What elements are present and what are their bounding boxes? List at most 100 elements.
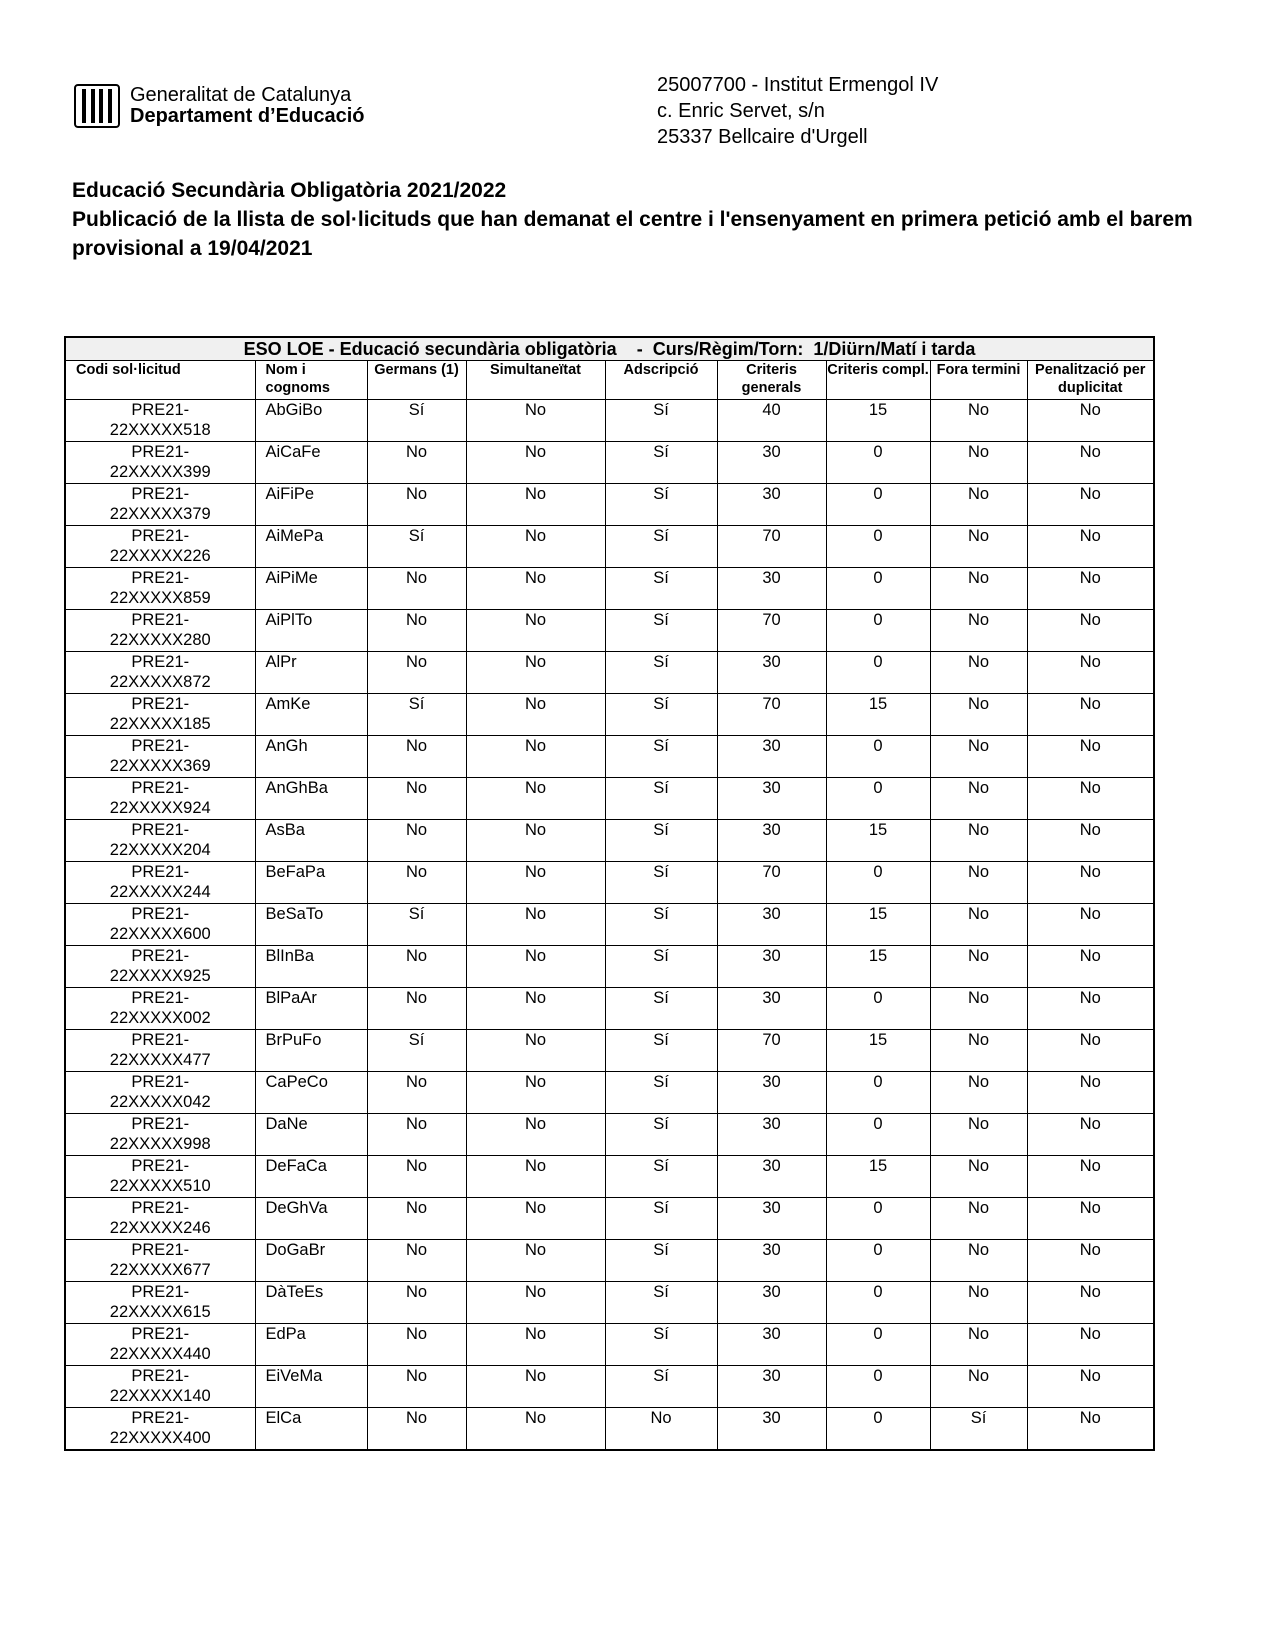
cell-nom: AbGiBo	[254, 399, 368, 442]
table-row: PRE21- 22XXXXX518 AbGiBo Sí No Sí 40 15 No No	[64, 399, 1155, 442]
cell-nom: BrPuFo	[254, 1029, 368, 1072]
cell-codi: PRE21- 22XXXXX518	[64, 399, 256, 442]
cell-criteris-compl: 0	[825, 441, 931, 484]
cell-criteris-generals: 30	[716, 1239, 827, 1282]
cell-criteris-compl: 15	[825, 399, 931, 442]
cell-fora-termini: No	[929, 1197, 1028, 1240]
cell-germans: No	[366, 1407, 467, 1451]
cell-nom: EiVeMa	[254, 1365, 368, 1408]
column-header-simultaneitat: Simultaneïtat	[465, 360, 606, 400]
cell-criteris-generals: 70	[716, 861, 827, 904]
cell-germans: No	[366, 441, 467, 484]
cell-fora-termini: No	[929, 987, 1028, 1030]
cell-germans: Sí	[366, 693, 467, 736]
cell-penalitzacio: No	[1026, 1365, 1155, 1408]
column-header-fora-termini: Fora termini	[929, 360, 1028, 400]
cell-codi: PRE21- 22XXXXX002	[64, 987, 256, 1030]
cell-fora-termini: No	[929, 399, 1028, 442]
table-row: PRE21- 22XXXXX140 EiVeMa No No Sí 30 0 No No	[64, 1365, 1155, 1408]
cell-simultaneitat: No	[465, 1365, 606, 1408]
cell-penalitzacio: No	[1026, 1281, 1155, 1324]
cell-codi: PRE21- 22XXXXX600	[64, 903, 256, 946]
cell-germans: No	[366, 651, 467, 694]
cell-fora-termini: No	[929, 1239, 1028, 1282]
table-row: PRE21- 22XXXXX615 DàTeEs No No Sí 30 0 No No	[64, 1281, 1155, 1324]
cell-fora-termini: No	[929, 1113, 1028, 1156]
cell-penalitzacio: No	[1026, 1071, 1155, 1114]
cell-nom: BeFaPa	[254, 861, 368, 904]
cell-penalitzacio: No	[1026, 441, 1155, 484]
cell-simultaneitat: No	[465, 1239, 606, 1282]
generalitat-emblem-icon	[74, 84, 120, 128]
table-row: PRE21- 22XXXXX244 BeFaPa No No Sí 70 0 No No	[64, 861, 1155, 904]
generalitat-logo: Generalitat de Catalunya Departament d’E…	[74, 84, 365, 128]
cell-adscripcio: Sí	[604, 735, 718, 778]
cell-adscripcio: Sí	[604, 441, 718, 484]
cell-nom: AiPlTo	[254, 609, 368, 652]
cell-fora-termini: No	[929, 1365, 1028, 1408]
cell-codi: PRE21- 22XXXXX204	[64, 819, 256, 862]
table-row: PRE21- 22XXXXX600 BeSaTo Sí No Sí 30 15 No No	[64, 903, 1155, 946]
cell-criteris-generals: 30	[716, 819, 827, 862]
cell-fora-termini: No	[929, 777, 1028, 820]
title-line-2: Publicació de la llista de sol·licituds …	[72, 208, 1193, 260]
cell-germans: No	[366, 1281, 467, 1324]
cell-penalitzacio: No	[1026, 1407, 1155, 1451]
cell-criteris-generals: 30	[716, 1281, 827, 1324]
cell-simultaneitat: No	[465, 1323, 606, 1366]
cell-criteris-compl: 0	[825, 483, 931, 526]
table-row: PRE21- 22XXXXX400 ElCa No No No 30 0 Sí No	[64, 1407, 1155, 1451]
cell-simultaneitat: No	[465, 399, 606, 442]
cell-codi: PRE21- 22XXXXX379	[64, 483, 256, 526]
table-row: PRE21- 22XXXXX185 AmKe Sí No Sí 70 15 No No	[64, 693, 1155, 736]
cell-adscripcio: Sí	[604, 777, 718, 820]
column-header-codi: Codi sol·licitud	[64, 360, 256, 400]
cell-criteris-generals: 30	[716, 945, 827, 988]
cell-criteris-compl: 0	[825, 1281, 931, 1324]
cell-germans: Sí	[366, 903, 467, 946]
table-row: PRE21- 22XXXXX440 EdPa No No Sí 30 0 No No	[64, 1323, 1155, 1366]
table-row: PRE21- 22XXXXX510 DeFaCa No No Sí 30 15 No No	[64, 1155, 1155, 1198]
cell-simultaneitat: No	[465, 903, 606, 946]
cell-criteris-compl: 0	[825, 1407, 931, 1451]
cell-codi: PRE21- 22XXXXX925	[64, 945, 256, 988]
cell-criteris-generals: 40	[716, 399, 827, 442]
cell-nom: DeGhVa	[254, 1197, 368, 1240]
cell-germans: No	[366, 819, 467, 862]
table-row: PRE21- 22XXXXX477 BrPuFo Sí No Sí 70 15 No No	[64, 1029, 1155, 1072]
cell-germans: Sí	[366, 399, 467, 442]
cell-criteris-compl: 0	[825, 1113, 931, 1156]
cell-criteris-generals: 70	[716, 609, 827, 652]
cell-simultaneitat: No	[465, 525, 606, 568]
cell-criteris-compl: 0	[825, 1197, 931, 1240]
cell-nom: AsBa	[254, 819, 368, 862]
column-header-nom: Nom i cognoms	[254, 360, 368, 400]
cell-nom: ElCa	[254, 1407, 368, 1451]
logo-line-2: Departament d’Educació	[130, 105, 365, 127]
cell-adscripcio: Sí	[604, 525, 718, 568]
cell-adscripcio: Sí	[604, 1029, 718, 1072]
cell-penalitzacio: No	[1026, 1113, 1155, 1156]
title-line-1: Educació Secundària Obligatòria 2021/202…	[72, 179, 507, 202]
cell-fora-termini: No	[929, 1155, 1028, 1198]
cell-fora-termini: No	[929, 525, 1028, 568]
cell-fora-termini: No	[929, 735, 1028, 778]
column-header-adscripcio: Adscripció	[604, 360, 718, 400]
cell-simultaneitat: No	[465, 819, 606, 862]
table-row: PRE21- 22XXXXX925 BlInBa No No Sí 30 15 No No	[64, 945, 1155, 988]
cell-criteris-generals: 30	[716, 903, 827, 946]
cell-fora-termini: No	[929, 651, 1028, 694]
cell-codi: PRE21- 22XXXXX246	[64, 1197, 256, 1240]
cell-nom: AnGhBa	[254, 777, 368, 820]
table-row: PRE21- 22XXXXX369 AnGh No No Sí 30 0 No No	[64, 735, 1155, 778]
cell-codi: PRE21- 22XXXXX280	[64, 609, 256, 652]
cell-germans: No	[366, 1323, 467, 1366]
cell-nom: AnGh	[254, 735, 368, 778]
cell-adscripcio: Sí	[604, 819, 718, 862]
cell-criteris-generals: 30	[716, 1071, 827, 1114]
cell-codi: PRE21- 22XXXXX998	[64, 1113, 256, 1156]
cell-codi: PRE21- 22XXXXX244	[64, 861, 256, 904]
cell-fora-termini: No	[929, 903, 1028, 946]
table-row: PRE21- 22XXXXX924 AnGhBa No No Sí 30 0 No No	[64, 777, 1155, 820]
cell-simultaneitat: No	[465, 441, 606, 484]
